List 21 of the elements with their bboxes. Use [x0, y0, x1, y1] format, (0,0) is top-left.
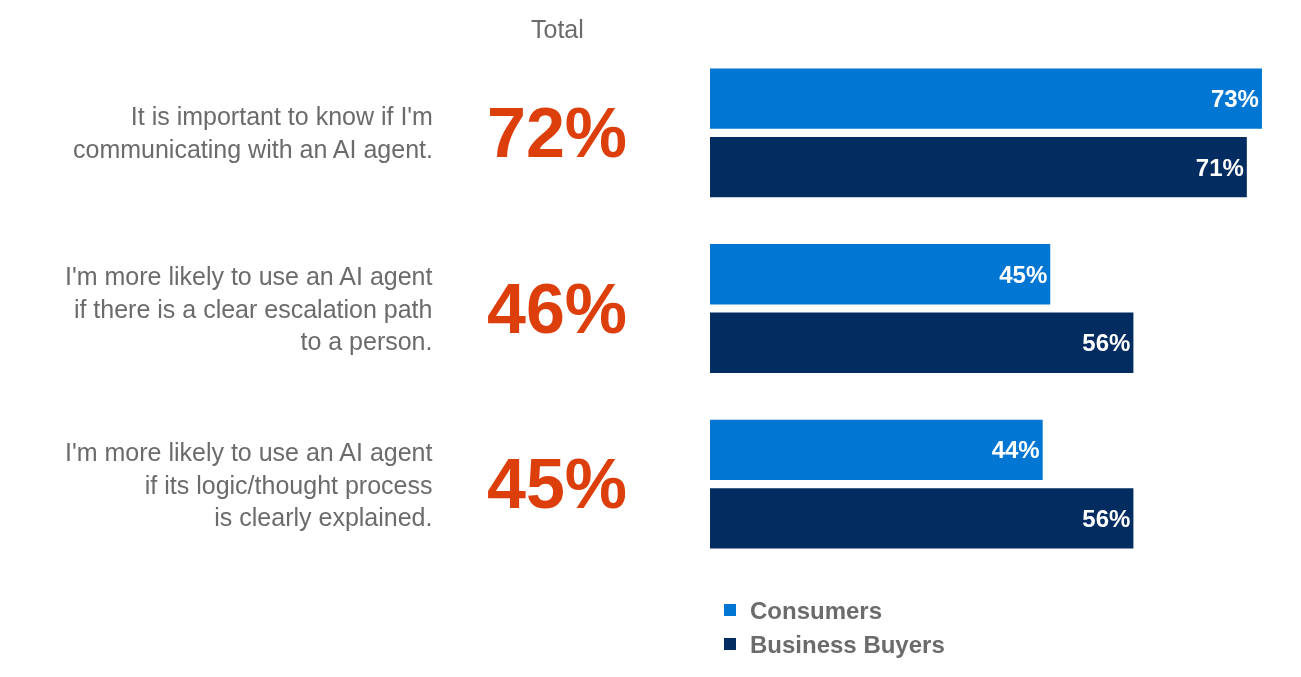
- bar: [710, 244, 1051, 305]
- data-label: 56%: [1082, 504, 1131, 532]
- legend-label: Business Buyers: [750, 631, 945, 659]
- bar: [710, 312, 1134, 373]
- data-label: 73%: [1210, 85, 1259, 113]
- y-tick-label: It is important to know if I'm communicating with an AI agent.: [73, 102, 433, 163]
- legend-label: Consumers: [750, 597, 883, 625]
- data-label: 71%: [1195, 153, 1244, 181]
- y-tick-label: I'm more likely to use an AI agent if its logic/thought process is clearly explained.: [65, 438, 433, 531]
- bar: [710, 419, 1043, 481]
- data-label: 45%: [999, 260, 1048, 288]
- text: 46%: [487, 270, 628, 348]
- bar: [710, 488, 1134, 549]
- text: Total: [531, 15, 584, 43]
- data-label: 44%: [991, 436, 1040, 464]
- y-tick-label: I'm more likely to use an AI agent if there is a clear escalation path to a person.: [65, 262, 433, 355]
- data-label: 56%: [1082, 329, 1131, 357]
- bar: [710, 68, 1262, 129]
- text: 72%: [487, 94, 628, 172]
- text: 45%: [487, 445, 628, 523]
- bar: [710, 136, 1247, 198]
